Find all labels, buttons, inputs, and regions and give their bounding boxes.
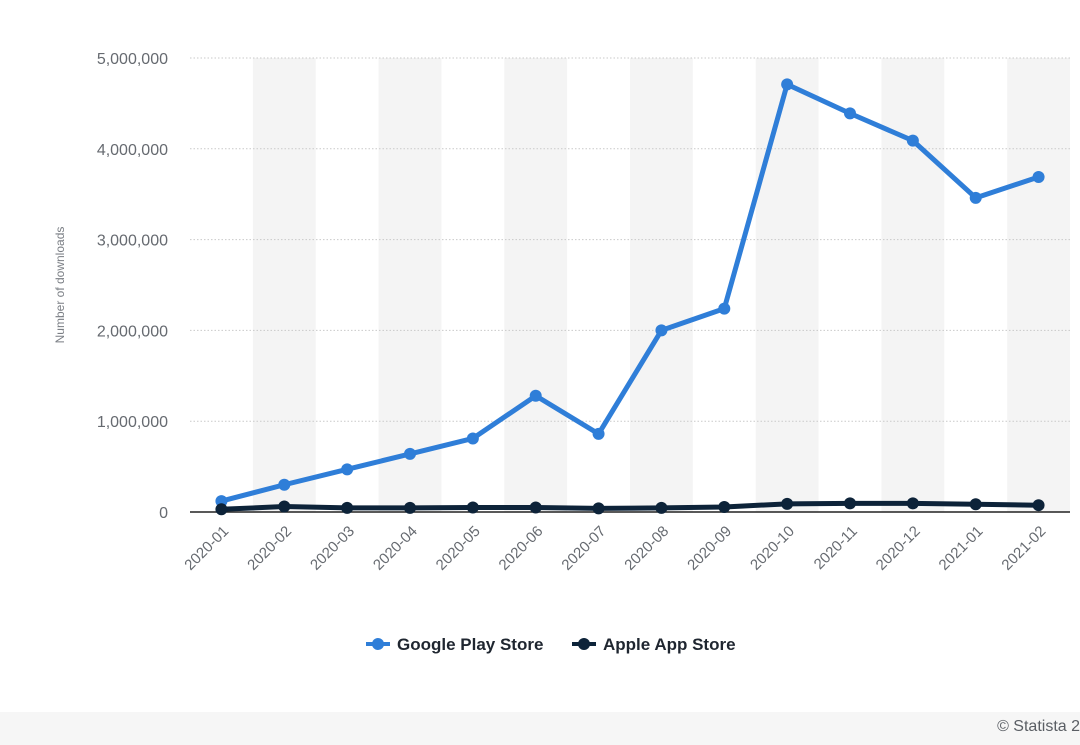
data-point[interactable] <box>906 497 919 510</box>
data-point[interactable] <box>1032 499 1045 512</box>
y-axis-title: Number of downloads <box>53 227 67 344</box>
legend-marker <box>578 638 590 650</box>
data-point[interactable] <box>592 427 605 440</box>
plot-band <box>630 58 693 512</box>
data-point[interactable] <box>341 463 354 476</box>
x-tick-label: 2020-08 <box>621 523 672 574</box>
x-tick-label: 2020-05 <box>433 523 484 574</box>
data-point[interactable] <box>781 497 794 510</box>
x-tick-label: 2020-02 <box>244 523 295 574</box>
plot-bands <box>252 58 1070 512</box>
legend-item[interactable]: Apple App Store <box>572 635 736 654</box>
y-tick-label: 4,000,000 <box>97 142 168 159</box>
plot-band <box>881 58 945 512</box>
data-point[interactable] <box>906 134 919 147</box>
data-point[interactable] <box>592 502 605 515</box>
series-group <box>215 78 1045 516</box>
footer-band <box>0 712 1080 745</box>
data-point[interactable] <box>969 191 982 204</box>
data-point[interactable] <box>718 501 731 514</box>
data-point[interactable] <box>844 107 856 120</box>
y-axis-labels: 0 1,000,000 2,000,000 3,000,000 4,000,000 5,0… <box>97 51 168 522</box>
data-point[interactable] <box>404 447 416 460</box>
x-tick-label: 2021-02 <box>998 523 1049 574</box>
plot-band <box>1007 58 1070 512</box>
data-point[interactable] <box>215 503 228 516</box>
x-tick-label: 2020-12 <box>873 523 924 574</box>
legend-marker <box>372 638 384 650</box>
data-point[interactable] <box>404 501 416 514</box>
y-tick-label: 3,000,000 <box>97 233 168 250</box>
data-point[interactable] <box>1032 170 1045 183</box>
x-axis-labels: 2020-01 2020-02 2020-03 2020-04 2020-05 2020-… <box>181 523 1049 574</box>
x-tick-label: 2020-10 <box>747 523 798 574</box>
y-tick-label: 1,000,000 <box>97 414 168 431</box>
plot-band <box>252 58 316 512</box>
x-tick-label: 2020-03 <box>307 523 358 574</box>
legend-label: Apple App Store <box>603 635 736 654</box>
data-point[interactable] <box>278 500 291 513</box>
data-point[interactable] <box>969 498 982 511</box>
plot-band <box>504 58 568 512</box>
data-point[interactable] <box>466 501 479 514</box>
x-tick-label: 2020-11 <box>811 523 861 573</box>
data-point[interactable] <box>781 78 794 91</box>
series-line <box>218 81 1042 504</box>
x-tick-label: 2021-01 <box>936 523 987 574</box>
y-tick-label: 2,000,000 <box>97 323 168 340</box>
x-tick-label: 2020-07 <box>558 523 609 574</box>
gridlines <box>190 57 1070 513</box>
plot-band <box>378 58 442 512</box>
y-tick-label: 5,000,000 <box>97 51 168 68</box>
x-tick-label: 2020-04 <box>370 523 421 574</box>
data-point[interactable] <box>529 389 542 402</box>
series-line <box>218 500 1042 512</box>
data-point[interactable] <box>529 501 542 514</box>
data-point[interactable] <box>718 302 731 315</box>
data-point[interactable] <box>278 478 291 491</box>
x-tick-label: 2020-01 <box>181 523 232 574</box>
x-tick-label: 2020-09 <box>684 523 735 574</box>
x-tick-label: 2020-06 <box>496 523 547 574</box>
data-point[interactable] <box>341 501 354 514</box>
data-point[interactable] <box>655 501 668 514</box>
legend-item[interactable]: Google Play Store <box>366 635 543 654</box>
data-point[interactable] <box>466 432 479 445</box>
plot-band <box>755 58 819 512</box>
legend-label: Google Play Store <box>397 635 543 654</box>
y-tick-label: 0 <box>159 505 168 522</box>
legend: Google Play Store Apple App Store <box>366 635 736 654</box>
credit-text: © Statista 2 <box>997 718 1080 735</box>
data-point[interactable] <box>844 497 856 510</box>
data-point[interactable] <box>655 324 668 337</box>
